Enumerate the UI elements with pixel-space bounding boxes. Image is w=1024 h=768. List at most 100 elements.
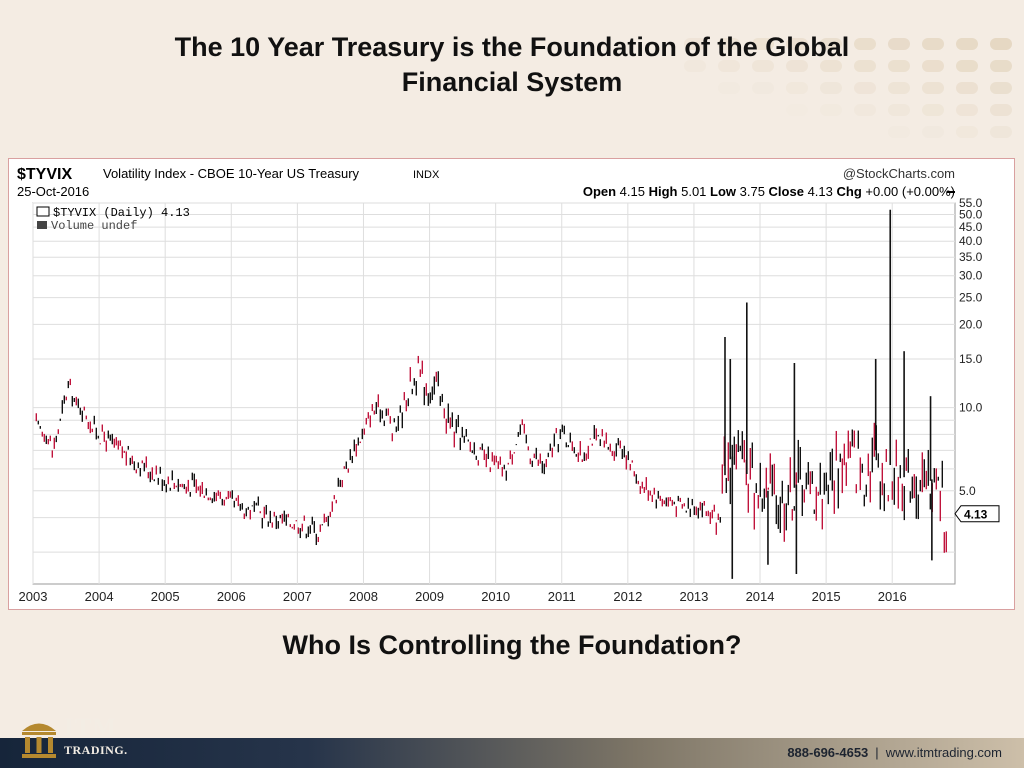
pattern-dot xyxy=(752,82,774,94)
chart-date: 25-Oct-2016 xyxy=(17,184,89,199)
itm-trading-logo: ITM TRADING. xyxy=(20,714,150,764)
pattern-dot xyxy=(786,104,808,116)
y-tick-label: 50.0 xyxy=(959,207,983,221)
pattern-dot xyxy=(820,82,842,94)
y-tick-label: 35.0 xyxy=(959,250,983,264)
pattern-dot xyxy=(956,104,978,116)
last-value-label: 4.13 xyxy=(964,508,988,522)
x-tick-label: 2009 xyxy=(415,589,444,604)
pattern-dot xyxy=(752,38,774,50)
ohlc-part: Chg xyxy=(836,184,861,199)
pattern-dot xyxy=(888,126,910,138)
price-series xyxy=(35,209,948,579)
pattern-dot xyxy=(854,60,876,72)
columns-icon xyxy=(22,723,56,758)
legend-series-icon xyxy=(36,206,50,217)
x-tick-label: 2015 xyxy=(812,589,841,604)
y-tick-label: 5.0 xyxy=(959,484,976,498)
phone-number[interactable]: 888-696-4653 xyxy=(787,745,869,760)
x-tick-label: 2006 xyxy=(217,589,246,604)
logo-name: ITM xyxy=(64,714,117,741)
pattern-dot xyxy=(786,60,808,72)
pattern-dot xyxy=(786,82,808,94)
ohlc-part: Low xyxy=(710,184,737,199)
pattern-dot xyxy=(888,60,910,72)
logo-subtext: TRADING. xyxy=(64,743,128,757)
ohlc-part: Open xyxy=(583,184,616,199)
ohlc-part: 4.15 xyxy=(616,184,649,199)
y-tick-label: 45.0 xyxy=(959,220,983,234)
x-tick-label: 2016 xyxy=(878,589,907,604)
y-tick-label: 25.0 xyxy=(959,291,983,305)
y-tick-label: 10.0 xyxy=(959,401,983,415)
chart-exchange: INDX xyxy=(413,169,440,181)
footer-separator: | xyxy=(875,745,879,760)
y-tick-label: 30.0 xyxy=(959,269,983,283)
pattern-dot xyxy=(922,126,944,138)
x-tick-label: 2013 xyxy=(679,589,708,604)
pattern-dot xyxy=(718,82,740,94)
pattern-dot xyxy=(956,60,978,72)
legend-volume-icon xyxy=(37,221,47,229)
pattern-dot xyxy=(956,126,978,138)
ohlc-readout: Open 4.15 High 5.01 Low 3.75 Close 4.13 … xyxy=(583,184,955,199)
ohlc-part: 4.13 xyxy=(804,184,837,199)
chart-watermark: @StockCharts.com xyxy=(843,166,955,181)
pattern-dot xyxy=(956,38,978,50)
ohlc-part: High xyxy=(649,184,678,199)
legend-volume-label: Volume undef xyxy=(51,219,137,233)
pattern-dot xyxy=(922,104,944,116)
decorative-dot-pattern xyxy=(684,38,1012,138)
plot-area xyxy=(32,202,956,585)
pattern-dot xyxy=(718,38,740,50)
pattern-dot xyxy=(854,38,876,50)
slide-title: The 10 Year Treasury is the Foundation o… xyxy=(0,30,1024,100)
footer-bar: 888-696-4653 | www.itmtrading.com xyxy=(0,738,1024,768)
pattern-dot xyxy=(820,104,842,116)
footer-contact: 888-696-4653 | www.itmtrading.com xyxy=(787,745,1002,760)
pattern-dot xyxy=(854,82,876,94)
y-tick-label: 20.0 xyxy=(959,317,983,331)
x-tick-label: 2007 xyxy=(283,589,312,604)
slide-title-line1: The 10 Year Treasury is the Foundation o… xyxy=(174,32,850,62)
pattern-dot xyxy=(922,60,944,72)
pattern-dot xyxy=(990,104,1012,116)
ohlc-part: +0.00 (+0.00%) xyxy=(862,184,955,199)
pattern-dot xyxy=(684,60,706,72)
x-tick-label: 2014 xyxy=(746,589,775,604)
pattern-dot xyxy=(854,104,876,116)
last-value-tag xyxy=(954,505,1000,523)
website-link[interactable]: www.itmtrading.com xyxy=(885,745,1002,760)
pattern-dot xyxy=(752,60,774,72)
slide-title-line2: Financial System xyxy=(401,67,623,97)
pattern-dot xyxy=(718,60,740,72)
pattern-dot xyxy=(956,82,978,94)
pattern-dot xyxy=(888,82,910,94)
x-tick-label: 2008 xyxy=(349,589,378,604)
chart-symbol: $TYVIX xyxy=(17,166,72,183)
pattern-dot xyxy=(990,126,1012,138)
legend-series-label: $TYVIX (Daily) 4.13 xyxy=(53,206,190,220)
x-tick-label: 2005 xyxy=(151,589,180,604)
stockcharts-chart: 2003 2004 2005 2006 2007 2008 2009 2010 2011 2012… xyxy=(8,158,1015,610)
pattern-dot xyxy=(922,82,944,94)
slide-subtitle: Who Is Controlling the Foundation? xyxy=(282,630,742,660)
y-tick-label: 40.0 xyxy=(959,234,983,248)
chart-canvas: 2003 2004 2005 2006 2007 2008 2009 2010 2011 2012… xyxy=(17,166,1000,604)
x-tick-label: 2010 xyxy=(481,589,510,604)
ohlc-part: Close xyxy=(769,184,804,199)
pattern-dot xyxy=(990,60,1012,72)
x-tick-label: 2011 xyxy=(548,589,576,604)
ohlc-part: 5.01 xyxy=(677,184,710,199)
pattern-dot xyxy=(990,82,1012,94)
pattern-dot xyxy=(786,38,808,50)
chart-title: Volatility Index - CBOE 10-Year US Treas… xyxy=(103,166,360,181)
x-tick-label: 2012 xyxy=(613,589,642,604)
pattern-dot xyxy=(684,38,706,50)
x-tick-label: 2003 xyxy=(19,589,48,604)
pattern-dot xyxy=(990,38,1012,50)
pattern-dot xyxy=(888,38,910,50)
pattern-dot xyxy=(922,38,944,50)
ohlc-part: 3.75 xyxy=(736,184,769,199)
pattern-dot xyxy=(820,38,842,50)
